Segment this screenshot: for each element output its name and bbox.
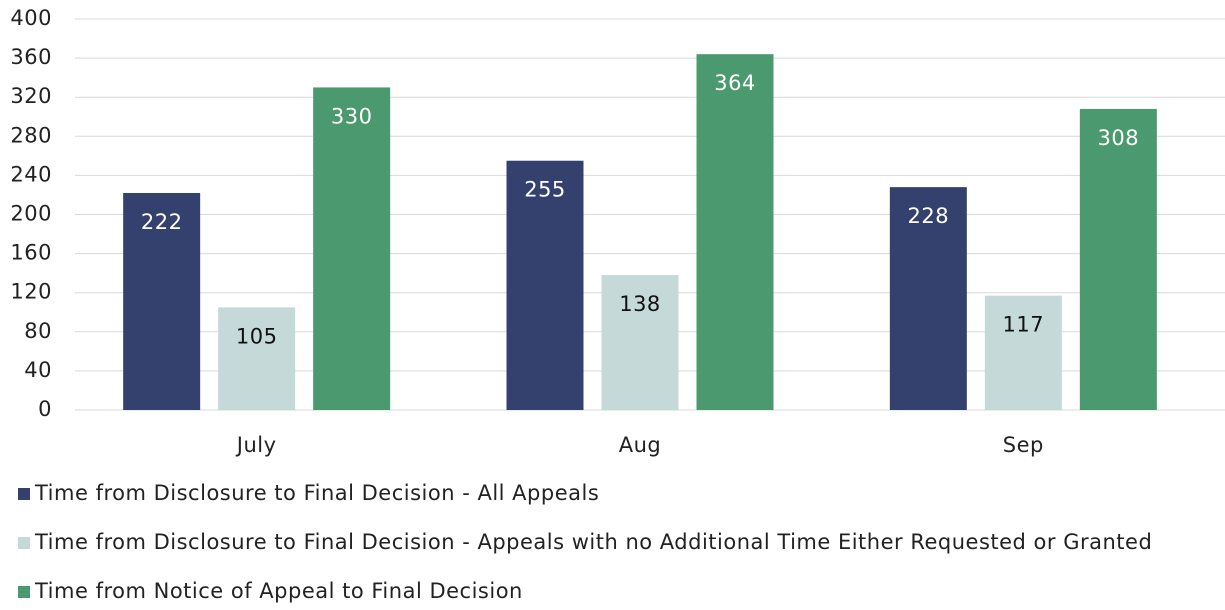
y-tick-label: 360 <box>10 45 52 69</box>
bar <box>218 307 296 410</box>
legend-label: Time from Notice of Appeal to Final Deci… <box>34 579 523 603</box>
bar <box>1079 108 1157 411</box>
legend-swatch <box>18 488 30 500</box>
legend-label: Time from Disclosure to Final Decision -… <box>34 530 1152 554</box>
bar <box>313 87 391 411</box>
data-label: 138 <box>619 292 661 316</box>
data-label: 228 <box>908 204 950 228</box>
bar <box>984 295 1062 410</box>
legend-swatch <box>18 537 30 549</box>
legend-label: Time from Disclosure to Final Decision -… <box>34 481 599 505</box>
x-tick-label: Aug <box>619 433 662 457</box>
y-tick-label: 240 <box>10 162 52 186</box>
legend-swatch <box>18 586 30 598</box>
y-tick-label: 80 <box>24 319 52 343</box>
bar <box>506 160 584 410</box>
y-tick-label: 200 <box>10 202 52 226</box>
bar <box>889 187 967 410</box>
data-label: 330 <box>331 104 373 128</box>
y-tick-label: 400 <box>10 6 52 30</box>
y-tick-label: 320 <box>10 84 52 108</box>
data-label: 364 <box>714 71 756 95</box>
y-tick-label: 40 <box>24 358 52 382</box>
y-tick-label: 120 <box>10 280 52 304</box>
data-label: 308 <box>1098 126 1140 150</box>
x-tick-label: July <box>235 433 277 457</box>
data-label: 105 <box>236 324 278 348</box>
data-label: 222 <box>141 210 183 234</box>
y-tick-label: 0 <box>38 397 52 421</box>
y-tick-label: 160 <box>10 241 52 265</box>
bar <box>601 275 679 410</box>
bar <box>123 192 201 410</box>
x-tick-label: Sep <box>1003 433 1044 457</box>
y-tick-label: 280 <box>10 123 52 147</box>
data-label: 117 <box>1003 313 1045 337</box>
bar <box>696 54 774 410</box>
data-label: 255 <box>524 178 566 202</box>
